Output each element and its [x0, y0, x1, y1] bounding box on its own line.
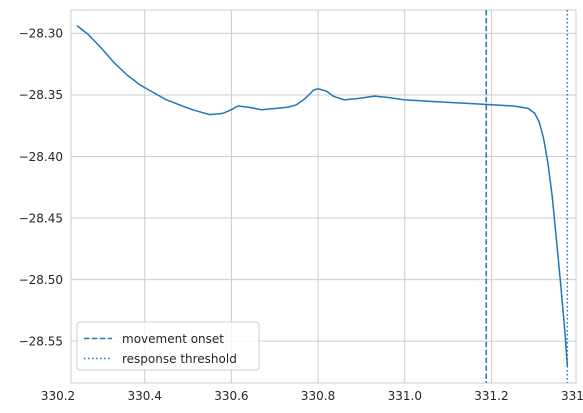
- y-tick-label-5: −28.55: [19, 334, 63, 348]
- legend: movement onset response threshold: [76, 321, 260, 371]
- x-tick-label-3: 330.8: [301, 389, 335, 403]
- x-tick-label-5: 331.2: [474, 389, 508, 403]
- x-tick-label-4: 331.0: [388, 389, 422, 403]
- data-series: [76, 24, 569, 367]
- x-tick-label-0: 330.2: [41, 389, 75, 403]
- legend-box: [76, 321, 260, 371]
- y-tick-label-4: −28.50: [19, 273, 63, 287]
- legend-label-movement-onset: movement onset: [122, 332, 224, 346]
- y-tick-label-0: −28.30: [19, 27, 63, 41]
- legend-label-response-threshold: response threshold: [122, 352, 237, 366]
- plot-spines: [70, 9, 577, 384]
- x-tick-label-1: 330.4: [128, 389, 162, 403]
- x-axis-tick-labels: 330.2 330.4 330.6 330.8 331.0 331.2 331.4: [41, 389, 583, 403]
- x-tick-label-2: 330.6: [214, 389, 248, 403]
- plot-frame: [70, 9, 577, 384]
- x-tick-label-6: 331.4: [561, 389, 583, 403]
- series-line-0: [76, 24, 569, 367]
- y-tick-label-1: −28.35: [19, 88, 63, 102]
- y-tick-label-2: −28.40: [19, 150, 63, 164]
- y-axis-tick-labels: −28.30 −28.35 −28.40 −28.45 −28.50 −28.55: [19, 27, 63, 349]
- y-tick-label-3: −28.45: [19, 211, 63, 225]
- vertical-markers: [485, 10, 569, 383]
